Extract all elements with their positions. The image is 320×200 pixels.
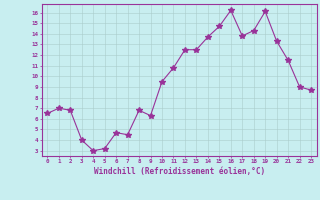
X-axis label: Windchill (Refroidissement éolien,°C): Windchill (Refroidissement éolien,°C) (94, 167, 265, 176)
